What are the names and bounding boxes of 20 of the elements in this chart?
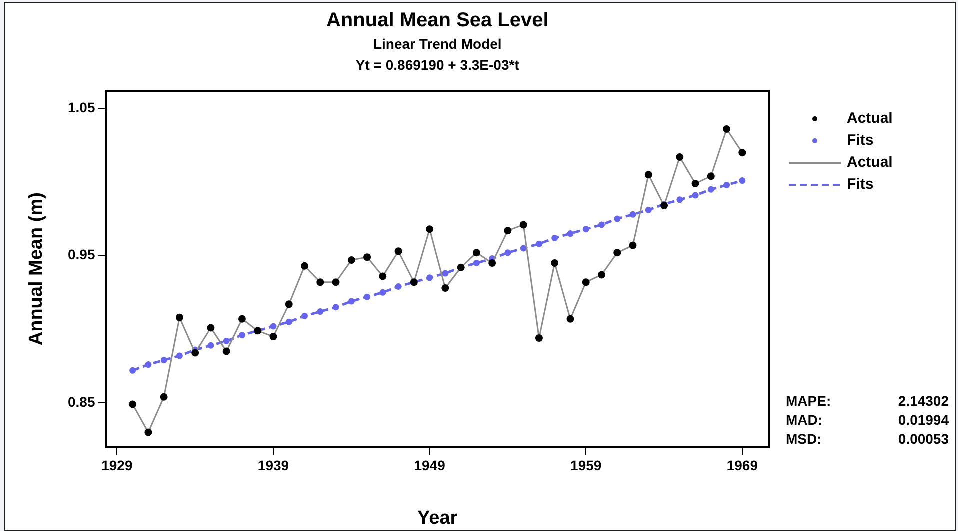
x-tick-label: 1959 xyxy=(570,457,602,474)
text: Fits xyxy=(847,132,874,150)
y-axis-title: Annual Mean (m) xyxy=(26,192,48,346)
legend-label: Fits xyxy=(847,176,874,194)
y-tick-label: 0.95 xyxy=(68,246,96,263)
x-tick-label: 1939 xyxy=(258,457,290,474)
text: MSD: 0.00053 xyxy=(786,430,949,447)
text: MAD: 0.01994 xyxy=(786,412,949,428)
text: MAPE: 2.14302 xyxy=(786,392,949,409)
y-tick-label: 1.05 xyxy=(68,100,96,116)
x-tick-label: 1949 xyxy=(414,457,446,474)
y-tick-label: 0.85 xyxy=(68,394,96,410)
legend-label: Actual xyxy=(847,110,893,128)
chart-title: Annual Mean Sea Level xyxy=(326,10,549,32)
text: Yt = 0.869190 + 3.3E-03*t xyxy=(356,56,520,73)
x-axis-title: Year xyxy=(418,508,458,530)
chart-subtitle: Linear Trend Model xyxy=(373,36,502,52)
x-tick-label: 1969 xyxy=(726,457,758,474)
text: Actual xyxy=(847,154,893,172)
x-tick-label: 1929 xyxy=(102,457,133,474)
